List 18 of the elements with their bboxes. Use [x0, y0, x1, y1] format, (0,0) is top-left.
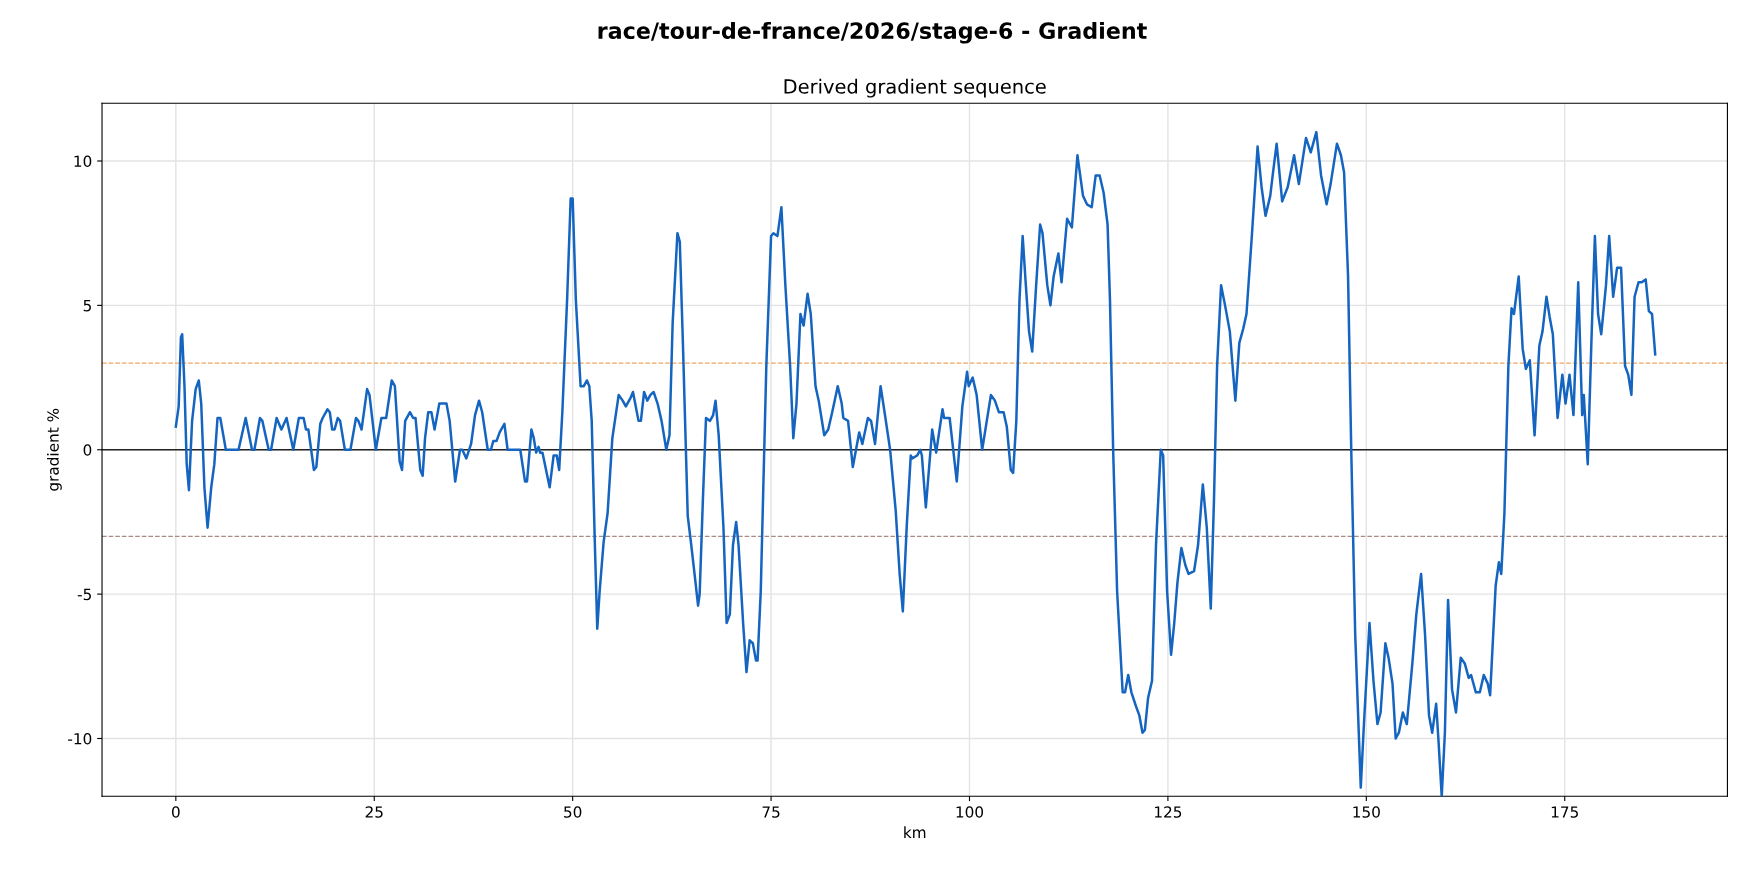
x-tick-label: 25	[365, 806, 383, 818]
line-series	[174, 130, 1657, 797]
y-tick-label: 0	[83, 444, 92, 456]
chart-title: race/tour-de-france/2026/stage-6 - Gradient	[598, 21, 1147, 44]
x-tick-label: 50	[564, 806, 582, 818]
x-tick-label: 100	[956, 806, 984, 818]
x-tick-label: 175	[1551, 806, 1578, 818]
y-tick-label: -10	[68, 732, 92, 745]
y-axis-title: gradient %	[47, 408, 62, 491]
x-tick-label: 150	[1353, 806, 1380, 818]
x-axis-title: km	[904, 826, 926, 838]
y-tick-label: 10	[74, 155, 92, 168]
x-tick-label: 0	[171, 806, 180, 818]
y-tick-label: -5	[77, 588, 91, 601]
chart-subtitle: Derived gradient sequence	[784, 78, 1046, 98]
x-tick-label: 125	[1155, 806, 1182, 818]
y-tick-label: 5	[83, 300, 91, 312]
x-tick-label: 75	[762, 806, 780, 818]
